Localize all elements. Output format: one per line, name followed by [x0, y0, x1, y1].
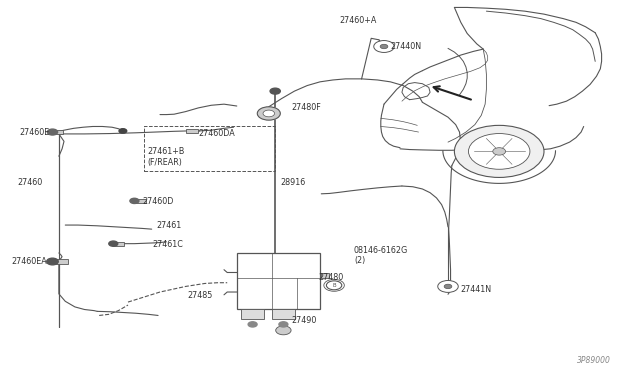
Text: 28916: 28916 [280, 178, 305, 187]
Text: 27460E: 27460E [19, 128, 49, 137]
Text: 3P89000: 3P89000 [577, 356, 611, 365]
Circle shape [270, 88, 280, 94]
Circle shape [47, 258, 58, 265]
Text: 27461: 27461 [157, 221, 182, 230]
Text: B: B [332, 283, 336, 288]
Bar [113, 242, 124, 246]
Circle shape [374, 41, 394, 52]
Text: 27461C: 27461C [152, 240, 183, 249]
Circle shape [263, 110, 275, 117]
Bar [241, 309, 264, 319]
Text: 27480F: 27480F [291, 103, 321, 112]
Text: 27460+A: 27460+A [339, 16, 376, 25]
Circle shape [279, 322, 288, 327]
Circle shape [109, 241, 118, 246]
Text: 27441N: 27441N [461, 285, 492, 294]
Circle shape [119, 129, 127, 133]
Bar [50, 130, 63, 134]
Circle shape [438, 280, 458, 292]
Text: 27440N: 27440N [390, 42, 422, 51]
Circle shape [130, 198, 139, 203]
Text: 27485: 27485 [187, 291, 212, 300]
Circle shape [444, 284, 452, 289]
Text: 27460EA: 27460EA [12, 257, 47, 266]
Circle shape [326, 281, 342, 290]
Text: 27480: 27480 [318, 273, 343, 282]
Circle shape [248, 322, 257, 327]
Text: 27461+B
(F/REAR): 27461+B (F/REAR) [147, 147, 184, 167]
Text: 27460: 27460 [17, 178, 42, 187]
Circle shape [454, 125, 544, 177]
Circle shape [380, 44, 388, 49]
Bar [321, 273, 329, 278]
Text: 27460DA: 27460DA [198, 129, 235, 138]
Circle shape [493, 148, 506, 155]
Bar [237, 253, 320, 309]
Circle shape [468, 134, 530, 169]
Bar [144, 126, 275, 171]
Circle shape [276, 326, 291, 335]
Text: 27490: 27490 [292, 316, 317, 325]
Text: 08146-6162G
(2): 08146-6162G (2) [354, 246, 408, 265]
Text: 27460D: 27460D [142, 197, 173, 206]
Circle shape [257, 107, 280, 120]
Bar [272, 309, 295, 319]
Bar [186, 129, 198, 133]
Bar [54, 259, 68, 264]
Bar [133, 199, 146, 203]
Circle shape [47, 129, 58, 135]
